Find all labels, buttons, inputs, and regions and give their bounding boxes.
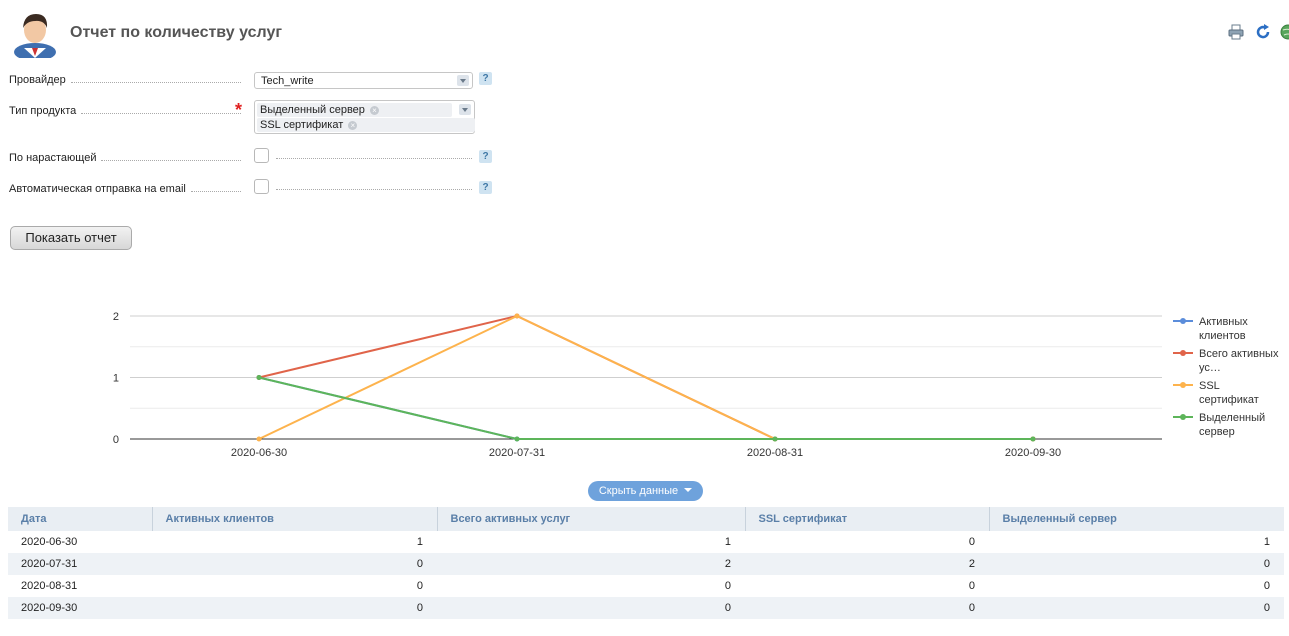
cell-date: 2020-08-31 [21, 580, 78, 592]
col-header-total-services[interactable]: Всего активных услуг [436, 507, 745, 531]
table-row: 2020-07-31 0 2 2 0 [8, 553, 1284, 575]
cumulative-label: По нарастающей [9, 150, 241, 164]
printer-icon[interactable] [1228, 24, 1244, 40]
chart-legend: Активных клиентов Всего активных ус… SSL с… [1172, 314, 1282, 442]
cell-date: 2020-06-30 [21, 536, 78, 548]
data-point [772, 436, 778, 442]
chevron-down-icon[interactable] [459, 104, 471, 115]
cumulative-checkbox[interactable] [254, 148, 269, 163]
cell-value: 1 [724, 536, 731, 548]
legend-label: SSL сертификат [1199, 380, 1259, 406]
cell-value: 0 [989, 597, 1284, 619]
hide-data-button[interactable]: Скрыть данные [588, 481, 703, 501]
x-tick-label: 2020-08-31 [747, 447, 803, 459]
refresh-icon[interactable] [1255, 24, 1271, 40]
series-line-3 [258, 376, 1033, 440]
table-row: 2020-08-31 0 0 0 0 [8, 575, 1284, 597]
data-point [256, 375, 262, 380]
cell-value: 0 [724, 580, 731, 592]
cell-value: 0 [152, 597, 437, 619]
y-tick-label: 2 [113, 311, 119, 323]
col-header-date[interactable]: Дата [8, 507, 152, 531]
table-header-row: Дата Активных клиентов Всего активных ус… [8, 507, 1284, 531]
caret-down-icon [684, 488, 693, 492]
col-header-dedicated[interactable]: Выделенный сервер [988, 507, 1284, 531]
legend-label: Активных клиентов [1199, 316, 1248, 342]
user-avatar-icon [14, 14, 56, 58]
legend-swatch [1173, 414, 1193, 420]
chip-ssl-certificate: SSL сертификат × [257, 118, 475, 132]
data-point [514, 436, 520, 442]
legend-item-0[interactable]: Активных клиентов [1172, 314, 1282, 346]
cell-value: 0 [437, 597, 745, 619]
help-icon-cumulative[interactable]: ? [479, 150, 492, 163]
x-tick-label: 2020-09-30 [1005, 447, 1061, 459]
legend-item-2[interactable]: SSL сертификат [1172, 378, 1282, 410]
report-table: Дата Активных клиентов Всего активных ус… [8, 507, 1284, 619]
cell-value: 2 [745, 553, 989, 575]
data-point [1030, 436, 1036, 442]
provider-select[interactable]: Tech_write [254, 72, 473, 89]
auto-email-label: Автоматическая отправка на email [9, 181, 241, 195]
help-icon-provider[interactable]: ? [479, 72, 492, 85]
cell-value: 2 [437, 553, 745, 575]
col-header-ssl[interactable]: SSL сертификат [744, 507, 989, 531]
cell-value: 1 [416, 536, 423, 548]
remove-chip-icon[interactable]: × [369, 106, 379, 115]
cell-date: 2020-09-30 [8, 597, 152, 619]
legend-swatch [1173, 318, 1193, 324]
globe-icon[interactable] [1280, 24, 1289, 40]
x-tick-label: 2020-06-30 [231, 447, 287, 459]
cell-value: 0 [745, 597, 989, 619]
cell-value: 1 [1263, 536, 1270, 548]
legend-label: Выделенный сервер [1199, 412, 1266, 438]
col-header-active-clients[interactable]: Активных клиентов [151, 507, 437, 531]
provider-label: Провайдер [9, 72, 241, 86]
remove-chip-icon[interactable]: × [348, 121, 358, 130]
required-mark: * [235, 100, 243, 120]
cell-value: 0 [416, 580, 423, 592]
legend-item-3[interactable]: Выделенный сервер [1172, 410, 1282, 442]
cell-value: 0 [968, 536, 975, 548]
table-row: 2020-09-30 0 0 0 0 [8, 597, 1284, 619]
product-type-label: Тип продукта [9, 103, 241, 117]
services-line-chart: 0 1 2 2020-06-30 2020-07-31 2020-08-31 2020-09… [113, 311, 1162, 459]
legend-swatch [1173, 382, 1193, 388]
legend-label: Всего активных ус… [1199, 348, 1279, 374]
product-type-multiselect[interactable]: Выделенный сервер × SSL сертификат × [254, 100, 475, 134]
show-report-button[interactable]: Показать отчет [10, 226, 132, 250]
table-row: 2020-06-30 1 1 0 1 [8, 531, 1284, 553]
chevron-down-icon[interactable] [457, 75, 469, 86]
auto-email-checkbox[interactable] [254, 179, 269, 194]
cell-value: 0 [989, 553, 1284, 575]
cell-date: 2020-07-31 [8, 553, 152, 575]
chip-dedicated-server: Выделенный сервер × [257, 103, 452, 117]
page-title: Отчет по количеству услуг [70, 24, 282, 41]
cell-value: 0 [1263, 580, 1270, 592]
legend-item-1[interactable]: Всего активных ус… [1172, 346, 1282, 378]
data-point [514, 313, 520, 319]
y-tick-label: 1 [113, 373, 119, 385]
x-tick-label: 2020-07-31 [489, 447, 545, 459]
help-icon-auto-email[interactable]: ? [479, 181, 492, 194]
data-point [256, 436, 262, 442]
y-tick-label: 0 [113, 434, 119, 446]
cell-value: 0 [152, 553, 437, 575]
legend-swatch [1173, 350, 1193, 356]
cell-value: 0 [968, 580, 975, 592]
provider-value: Tech_write [261, 75, 314, 87]
